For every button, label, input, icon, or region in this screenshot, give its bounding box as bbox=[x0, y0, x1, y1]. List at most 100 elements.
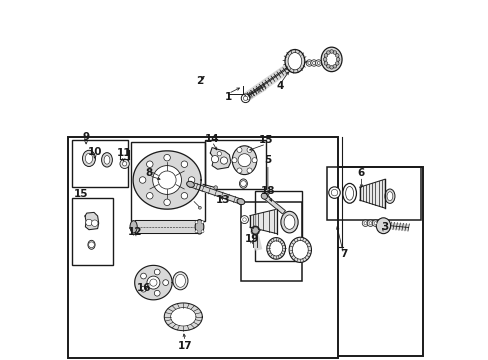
Polygon shape bbox=[263, 194, 285, 214]
Circle shape bbox=[146, 193, 153, 199]
Circle shape bbox=[154, 269, 160, 275]
Bar bbox=[326, 167, 420, 220]
Circle shape bbox=[242, 218, 246, 221]
Ellipse shape bbox=[130, 221, 137, 233]
Polygon shape bbox=[134, 220, 197, 233]
Ellipse shape bbox=[237, 199, 244, 204]
Text: 1: 1 bbox=[224, 92, 231, 102]
Circle shape bbox=[241, 94, 249, 103]
Circle shape bbox=[152, 166, 181, 194]
Text: 6: 6 bbox=[357, 168, 365, 178]
Text: 4: 4 bbox=[276, 81, 284, 91]
Text: 5: 5 bbox=[264, 155, 271, 165]
Circle shape bbox=[335, 62, 338, 65]
Circle shape bbox=[85, 219, 92, 226]
Circle shape bbox=[198, 206, 201, 209]
Circle shape bbox=[120, 159, 129, 168]
Circle shape bbox=[312, 62, 315, 64]
Polygon shape bbox=[210, 148, 230, 169]
Circle shape bbox=[237, 147, 242, 152]
Bar bbox=[241, 202, 302, 281]
Text: 15: 15 bbox=[73, 189, 88, 199]
Circle shape bbox=[238, 154, 250, 167]
Ellipse shape bbox=[102, 153, 112, 167]
Circle shape bbox=[149, 279, 157, 286]
Circle shape bbox=[362, 220, 368, 226]
Ellipse shape bbox=[280, 211, 298, 233]
Ellipse shape bbox=[104, 156, 110, 164]
Circle shape bbox=[363, 222, 366, 225]
Text: 11: 11 bbox=[117, 148, 131, 158]
Circle shape bbox=[366, 220, 373, 226]
Text: 8: 8 bbox=[145, 168, 152, 178]
Circle shape bbox=[163, 154, 170, 161]
Ellipse shape bbox=[172, 272, 187, 290]
Text: 10: 10 bbox=[88, 147, 102, 157]
Circle shape bbox=[154, 290, 160, 296]
Circle shape bbox=[305, 60, 312, 66]
Circle shape bbox=[326, 64, 329, 68]
Ellipse shape bbox=[288, 237, 311, 262]
Ellipse shape bbox=[269, 241, 282, 256]
Circle shape bbox=[310, 60, 317, 66]
Circle shape bbox=[237, 168, 242, 173]
Text: 15: 15 bbox=[258, 135, 273, 145]
Ellipse shape bbox=[251, 226, 259, 234]
Circle shape bbox=[91, 220, 98, 226]
Bar bbox=[131, 142, 204, 221]
Circle shape bbox=[243, 96, 247, 100]
Text: 9: 9 bbox=[82, 132, 89, 142]
Circle shape bbox=[326, 51, 329, 54]
Circle shape bbox=[332, 51, 336, 54]
Ellipse shape bbox=[345, 186, 353, 200]
Circle shape bbox=[231, 158, 237, 163]
Circle shape bbox=[122, 162, 126, 166]
Circle shape bbox=[329, 66, 333, 69]
Polygon shape bbox=[134, 265, 172, 300]
Circle shape bbox=[324, 62, 327, 65]
Ellipse shape bbox=[195, 220, 203, 234]
Ellipse shape bbox=[375, 218, 390, 234]
Circle shape bbox=[323, 58, 326, 61]
Circle shape bbox=[163, 199, 170, 206]
Text: 7: 7 bbox=[339, 249, 346, 259]
Circle shape bbox=[315, 60, 321, 66]
Ellipse shape bbox=[85, 153, 92, 163]
Text: 19: 19 bbox=[244, 234, 258, 244]
Circle shape bbox=[373, 222, 376, 225]
Bar bbox=[72, 198, 113, 265]
Ellipse shape bbox=[88, 240, 95, 249]
Ellipse shape bbox=[384, 189, 394, 203]
Circle shape bbox=[251, 158, 257, 163]
Text: 12: 12 bbox=[127, 227, 142, 237]
Text: 17: 17 bbox=[178, 341, 192, 351]
Circle shape bbox=[336, 58, 339, 61]
Circle shape bbox=[146, 161, 153, 167]
Ellipse shape bbox=[266, 238, 285, 259]
Polygon shape bbox=[164, 303, 202, 330]
Ellipse shape bbox=[239, 179, 247, 188]
Text: 13: 13 bbox=[215, 195, 230, 205]
Circle shape bbox=[307, 62, 310, 64]
Bar bbox=[255, 191, 302, 261]
Circle shape bbox=[211, 156, 218, 163]
Ellipse shape bbox=[175, 274, 185, 287]
Circle shape bbox=[163, 280, 168, 285]
Circle shape bbox=[330, 189, 337, 196]
Text: 14: 14 bbox=[204, 134, 219, 144]
Circle shape bbox=[368, 222, 371, 225]
Ellipse shape bbox=[292, 240, 307, 259]
Circle shape bbox=[335, 54, 338, 57]
Circle shape bbox=[240, 181, 246, 186]
Ellipse shape bbox=[284, 215, 294, 229]
Circle shape bbox=[88, 242, 94, 248]
Circle shape bbox=[240, 216, 248, 224]
Circle shape bbox=[328, 187, 340, 198]
Circle shape bbox=[371, 220, 378, 226]
Polygon shape bbox=[189, 182, 241, 204]
Text: 3: 3 bbox=[381, 222, 388, 232]
Circle shape bbox=[246, 147, 251, 152]
Circle shape bbox=[213, 186, 217, 189]
Ellipse shape bbox=[186, 181, 194, 187]
Ellipse shape bbox=[324, 51, 338, 68]
